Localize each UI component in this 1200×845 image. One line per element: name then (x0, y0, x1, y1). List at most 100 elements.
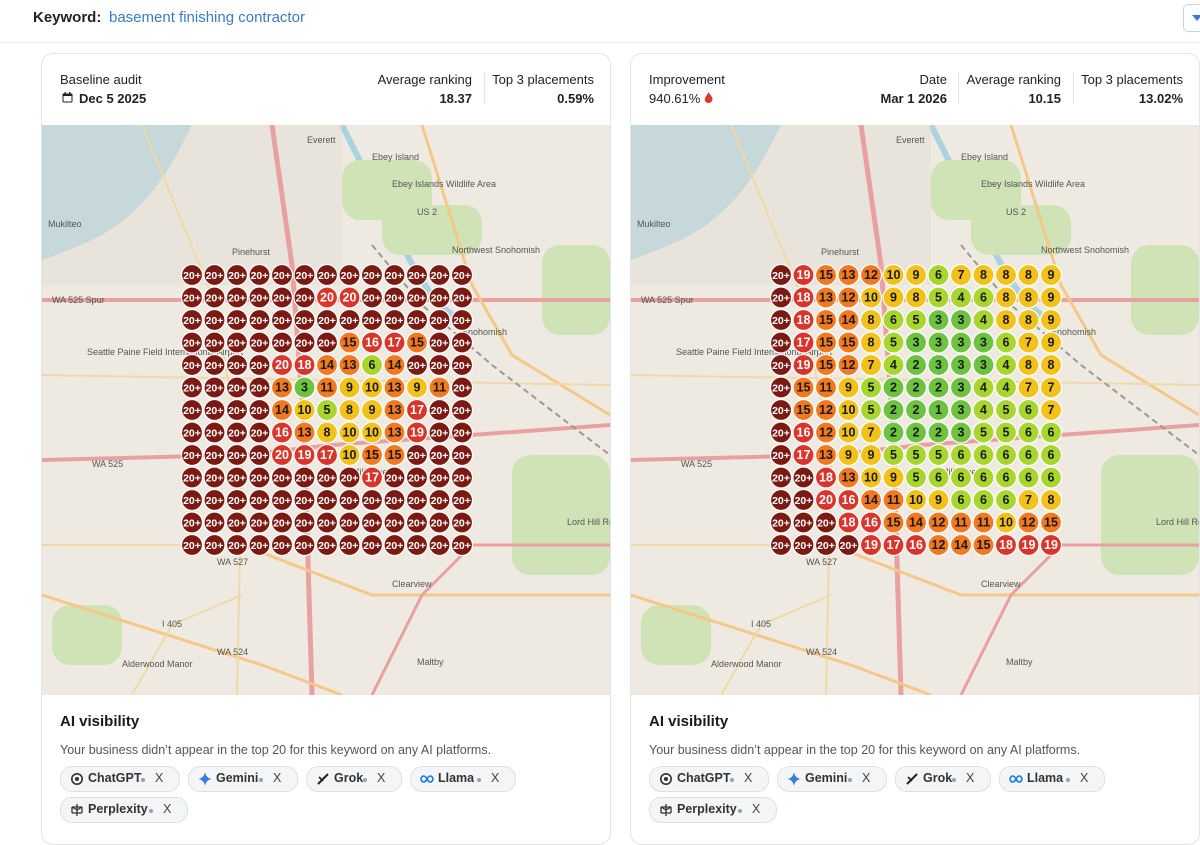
rank-marker[interactable]: 6 (994, 331, 1018, 354)
rank-marker[interactable]: 13 (293, 421, 316, 444)
rank-marker[interactable]: 20+ (270, 466, 294, 489)
rank-marker[interactable]: 20+ (248, 376, 271, 399)
rank-marker[interactable]: 20+ (383, 488, 406, 512)
rank-marker[interactable]: 20+ (405, 308, 429, 332)
rank-marker[interactable]: 20+ (225, 533, 249, 557)
rank-marker[interactable]: 20+ (315, 466, 339, 489)
rank-marker[interactable]: 12 (927, 511, 950, 534)
rank-marker[interactable]: 20+ (405, 443, 429, 467)
rank-marker[interactable]: 20+ (405, 353, 429, 377)
rank-marker[interactable]: 8 (315, 421, 339, 444)
rank-marker[interactable]: 14 (949, 533, 973, 557)
rank-marker[interactable]: 20+ (180, 286, 204, 309)
rank-marker[interactable]: 20+ (180, 443, 204, 467)
keyword-dropdown-button[interactable] (1183, 4, 1200, 32)
rank-marker[interactable]: 15 (338, 331, 361, 354)
rank-marker[interactable]: 11 (315, 376, 339, 399)
rank-marker[interactable]: 20+ (203, 376, 226, 399)
rank-marker[interactable]: 5 (904, 443, 928, 467)
rank-marker[interactable]: 7 (859, 421, 883, 444)
rank-marker[interactable]: 4 (949, 286, 973, 309)
rank-marker[interactable]: 2 (882, 398, 905, 422)
rank-marker[interactable]: 15 (814, 353, 838, 377)
rank-marker[interactable]: 20+ (769, 376, 793, 399)
rank-marker[interactable]: 20+ (338, 488, 361, 512)
rank-marker[interactable]: 3 (949, 353, 973, 377)
rank-marker[interactable]: 20+ (203, 398, 226, 422)
rank-marker[interactable]: 20+ (180, 533, 204, 557)
rank-marker[interactable]: 20+ (248, 308, 271, 332)
rank-marker[interactable]: 15 (882, 511, 905, 534)
rank-marker[interactable]: 20+ (450, 533, 474, 557)
rank-marker[interactable]: 20+ (315, 488, 339, 512)
rank-marker[interactable]: 16 (360, 331, 384, 354)
rank-marker[interactable]: 20+ (769, 511, 793, 534)
rank-marker[interactable]: 20+ (338, 308, 361, 332)
rank-marker[interactable]: 20+ (225, 398, 249, 422)
rank-marker[interactable]: 20+ (248, 511, 271, 534)
rank-marker[interactable]: 20+ (814, 511, 838, 534)
rank-marker[interactable]: 20+ (293, 308, 316, 332)
rank-marker[interactable]: 20+ (769, 443, 793, 467)
rank-marker[interactable]: 9 (405, 376, 429, 399)
rank-marker[interactable]: 20+ (270, 263, 294, 287)
rank-marker[interactable]: 15 (383, 443, 406, 467)
rank-marker[interactable]: 19 (859, 533, 883, 557)
rank-marker[interactable]: 12 (837, 353, 860, 377)
rank-marker[interactable]: 13 (383, 421, 406, 444)
rank-marker[interactable]: 15 (972, 533, 995, 557)
rank-marker[interactable]: 20+ (203, 421, 226, 444)
rank-marker[interactable]: 5 (882, 443, 905, 467)
rank-marker[interactable]: 20+ (225, 443, 249, 467)
rank-marker[interactable]: 20+ (293, 511, 316, 534)
rank-marker[interactable]: 20+ (405, 263, 429, 287)
platform-chip-llama[interactable]: Llama X (410, 766, 516, 792)
rank-marker[interactable]: 6 (1017, 443, 1040, 467)
rank-marker[interactable]: 20+ (769, 488, 793, 512)
rank-marker[interactable]: 20+ (338, 533, 361, 557)
rank-marker[interactable]: 9 (1039, 286, 1063, 309)
rank-marker[interactable]: 20+ (315, 331, 339, 354)
rank-marker[interactable]: 20+ (837, 533, 860, 557)
rank-marker[interactable]: 15 (814, 331, 838, 354)
rank-marker[interactable]: 6 (360, 353, 384, 377)
rank-marker[interactable]: 6 (927, 466, 950, 489)
platform-chip-chatgpt[interactable]: ChatGPT X (60, 766, 180, 792)
rank-marker[interactable]: 20 (814, 488, 838, 512)
rank-marker[interactable]: 20 (270, 443, 294, 467)
rank-marker[interactable]: 8 (1017, 353, 1040, 377)
rank-marker[interactable]: 3 (949, 331, 973, 354)
rank-marker[interactable]: 20+ (428, 443, 451, 467)
rank-marker[interactable]: 13 (270, 376, 294, 399)
rank-marker[interactable]: 3 (949, 308, 973, 332)
rank-marker[interactable]: 16 (904, 533, 928, 557)
rank-marker[interactable]: 20+ (248, 421, 271, 444)
rank-marker[interactable]: 6 (949, 466, 973, 489)
rank-marker[interactable]: 8 (904, 286, 928, 309)
platform-chip-gemini[interactable]: Gemini X (777, 766, 887, 792)
rank-marker[interactable]: 18 (792, 308, 815, 332)
rank-marker[interactable]: 20+ (315, 308, 339, 332)
rank-marker[interactable]: 20+ (360, 308, 384, 332)
rank-marker[interactable]: 15 (792, 376, 815, 399)
rank-marker[interactable]: 8 (1039, 488, 1063, 512)
rank-marker[interactable]: 20+ (293, 263, 316, 287)
rank-marker[interactable]: 20+ (428, 488, 451, 512)
rank-marker[interactable]: 13 (837, 466, 860, 489)
rank-marker[interactable]: 4 (994, 353, 1018, 377)
rank-marker[interactable]: 10 (338, 443, 361, 467)
rank-marker[interactable]: 20+ (180, 331, 204, 354)
rank-marker[interactable]: 20+ (769, 331, 793, 354)
rank-marker[interactable]: 14 (859, 488, 883, 512)
rank-marker[interactable]: 7 (1039, 398, 1063, 422)
rank-marker[interactable]: 6 (882, 308, 905, 332)
rank-marker[interactable]: 20+ (360, 511, 384, 534)
rank-marker[interactable]: 20+ (814, 533, 838, 557)
rank-marker[interactable]: 3 (972, 353, 995, 377)
rank-marker[interactable]: 20+ (450, 263, 474, 287)
rank-marker[interactable]: 19 (1039, 533, 1063, 557)
rank-marker[interactable]: 9 (882, 466, 905, 489)
rank-marker[interactable]: 20+ (180, 353, 204, 377)
rank-marker[interactable]: 2 (904, 421, 928, 444)
rank-marker[interactable]: 20+ (203, 263, 226, 287)
